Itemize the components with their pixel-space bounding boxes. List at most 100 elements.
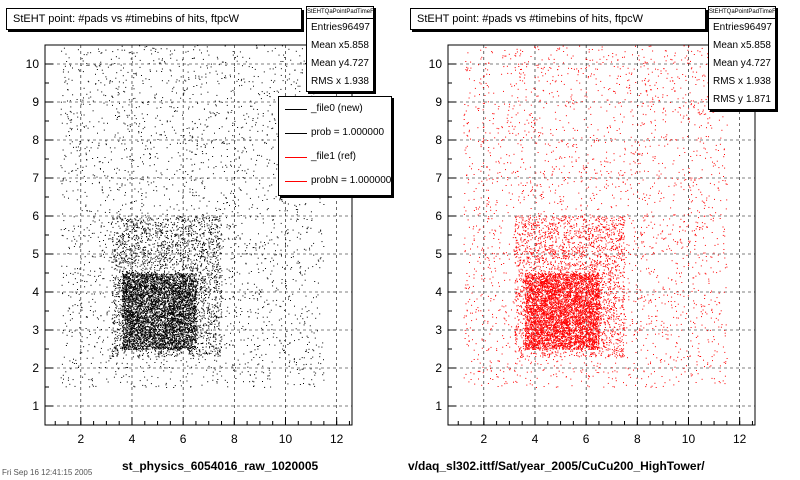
scatter-point bbox=[194, 163, 196, 165]
scatter-point bbox=[216, 302, 218, 304]
scatter-point bbox=[120, 243, 122, 245]
scatter-point bbox=[297, 211, 298, 213]
scatter-point bbox=[134, 97, 136, 99]
scatter-point bbox=[169, 349, 171, 351]
scatter-point bbox=[198, 362, 200, 363]
scatter-point bbox=[113, 301, 115, 303]
scatter-point bbox=[232, 364, 234, 366]
scatter-point bbox=[83, 235, 85, 237]
scatter-point bbox=[201, 223, 203, 225]
scatter-point bbox=[154, 243, 156, 245]
scatter-point bbox=[76, 112, 78, 114]
scatter-point bbox=[203, 214, 205, 216]
scatter-point bbox=[212, 265, 214, 267]
scatter-point bbox=[153, 205, 155, 207]
scatter-point bbox=[161, 280, 163, 282]
scatter-point bbox=[192, 332, 194, 334]
scatter-point bbox=[110, 58, 112, 60]
scatter-point bbox=[126, 276, 128, 278]
scatter-point bbox=[141, 113, 143, 115]
scatter-point bbox=[210, 320, 212, 322]
scatter-point bbox=[127, 71, 129, 73]
scatter-point bbox=[192, 270, 193, 272]
scatter-point bbox=[87, 240, 89, 242]
scatter-point bbox=[154, 94, 156, 96]
scatter-point bbox=[76, 125, 78, 127]
scatter-point bbox=[273, 81, 274, 83]
scatter-point bbox=[113, 285, 115, 287]
scatter-point bbox=[136, 222, 138, 224]
scatter-point bbox=[167, 349, 169, 351]
scatter-point bbox=[249, 309, 251, 311]
scatter-point bbox=[139, 182, 141, 184]
scatter-point bbox=[311, 331, 313, 333]
scatter-point bbox=[118, 239, 120, 241]
scatter-point bbox=[138, 249, 140, 250]
scatter-point bbox=[118, 86, 120, 88]
scatter-point bbox=[232, 183, 234, 185]
scatter-point bbox=[266, 316, 268, 318]
scatter-point bbox=[194, 231, 196, 233]
scatter-point bbox=[130, 208, 131, 210]
scatter-point bbox=[282, 61, 284, 62]
scatter-point bbox=[255, 244, 257, 246]
scatter-point bbox=[180, 340, 182, 342]
scatter-point bbox=[118, 291, 120, 293]
scatter-point bbox=[297, 79, 299, 81]
scatter-point bbox=[108, 194, 110, 196]
scatter-point bbox=[104, 251, 105, 253]
scatter-point bbox=[179, 216, 181, 217]
scatter-point bbox=[116, 260, 118, 262]
scatter-point bbox=[116, 287, 118, 289]
scatter-point bbox=[185, 80, 187, 82]
scatter-point bbox=[138, 357, 140, 359]
scatter-point bbox=[182, 227, 184, 229]
scatter-point bbox=[165, 384, 167, 386]
scatter-point bbox=[266, 134, 268, 136]
scatter-point bbox=[150, 135, 152, 137]
scatter-point bbox=[169, 296, 171, 298]
scatter-point bbox=[191, 349, 193, 351]
scatter-point bbox=[120, 337, 122, 339]
scatter-point bbox=[195, 339, 197, 341]
scatter-point bbox=[270, 273, 272, 275]
scatter-point bbox=[162, 299, 163, 301]
scatter-point bbox=[119, 332, 121, 334]
scatter-point bbox=[145, 386, 147, 388]
scatter-point bbox=[120, 381, 122, 383]
scatter-point bbox=[139, 380, 141, 382]
scatter-point bbox=[157, 316, 159, 318]
scatter-point bbox=[153, 347, 155, 349]
scatter-point bbox=[287, 245, 289, 247]
scatter-point bbox=[209, 226, 211, 228]
scatter-point bbox=[207, 312, 208, 314]
scatter-point bbox=[130, 149, 132, 151]
scatter-point bbox=[218, 113, 220, 114]
scatter-point bbox=[114, 338, 116, 340]
scatter-point bbox=[145, 267, 147, 269]
scatter-point bbox=[146, 223, 148, 225]
scatter-point bbox=[68, 281, 70, 283]
scatter-point bbox=[212, 232, 214, 234]
scatter-point bbox=[203, 303, 205, 305]
scatter-point bbox=[193, 86, 195, 87]
scatter-point bbox=[194, 263, 196, 265]
scatter-point bbox=[183, 331, 185, 333]
scatter-point bbox=[296, 218, 298, 220]
scatter-point bbox=[120, 256, 122, 258]
scatter-point bbox=[220, 253, 222, 254]
scatter-point bbox=[191, 332, 193, 333]
scatter-point bbox=[181, 286, 183, 288]
scatter-point bbox=[111, 274, 113, 276]
scatter-point bbox=[202, 250, 204, 252]
scatter-point bbox=[118, 284, 120, 286]
scatter-point bbox=[310, 368, 312, 370]
scatter-point bbox=[85, 165, 87, 167]
scatter-point bbox=[190, 250, 192, 252]
scatter-point bbox=[214, 270, 215, 272]
scatter-point bbox=[269, 104, 271, 106]
scatter-point bbox=[136, 227, 138, 228]
scatter-point bbox=[61, 167, 63, 169]
scatter-point bbox=[176, 330, 178, 332]
scatter-point bbox=[147, 355, 149, 356]
